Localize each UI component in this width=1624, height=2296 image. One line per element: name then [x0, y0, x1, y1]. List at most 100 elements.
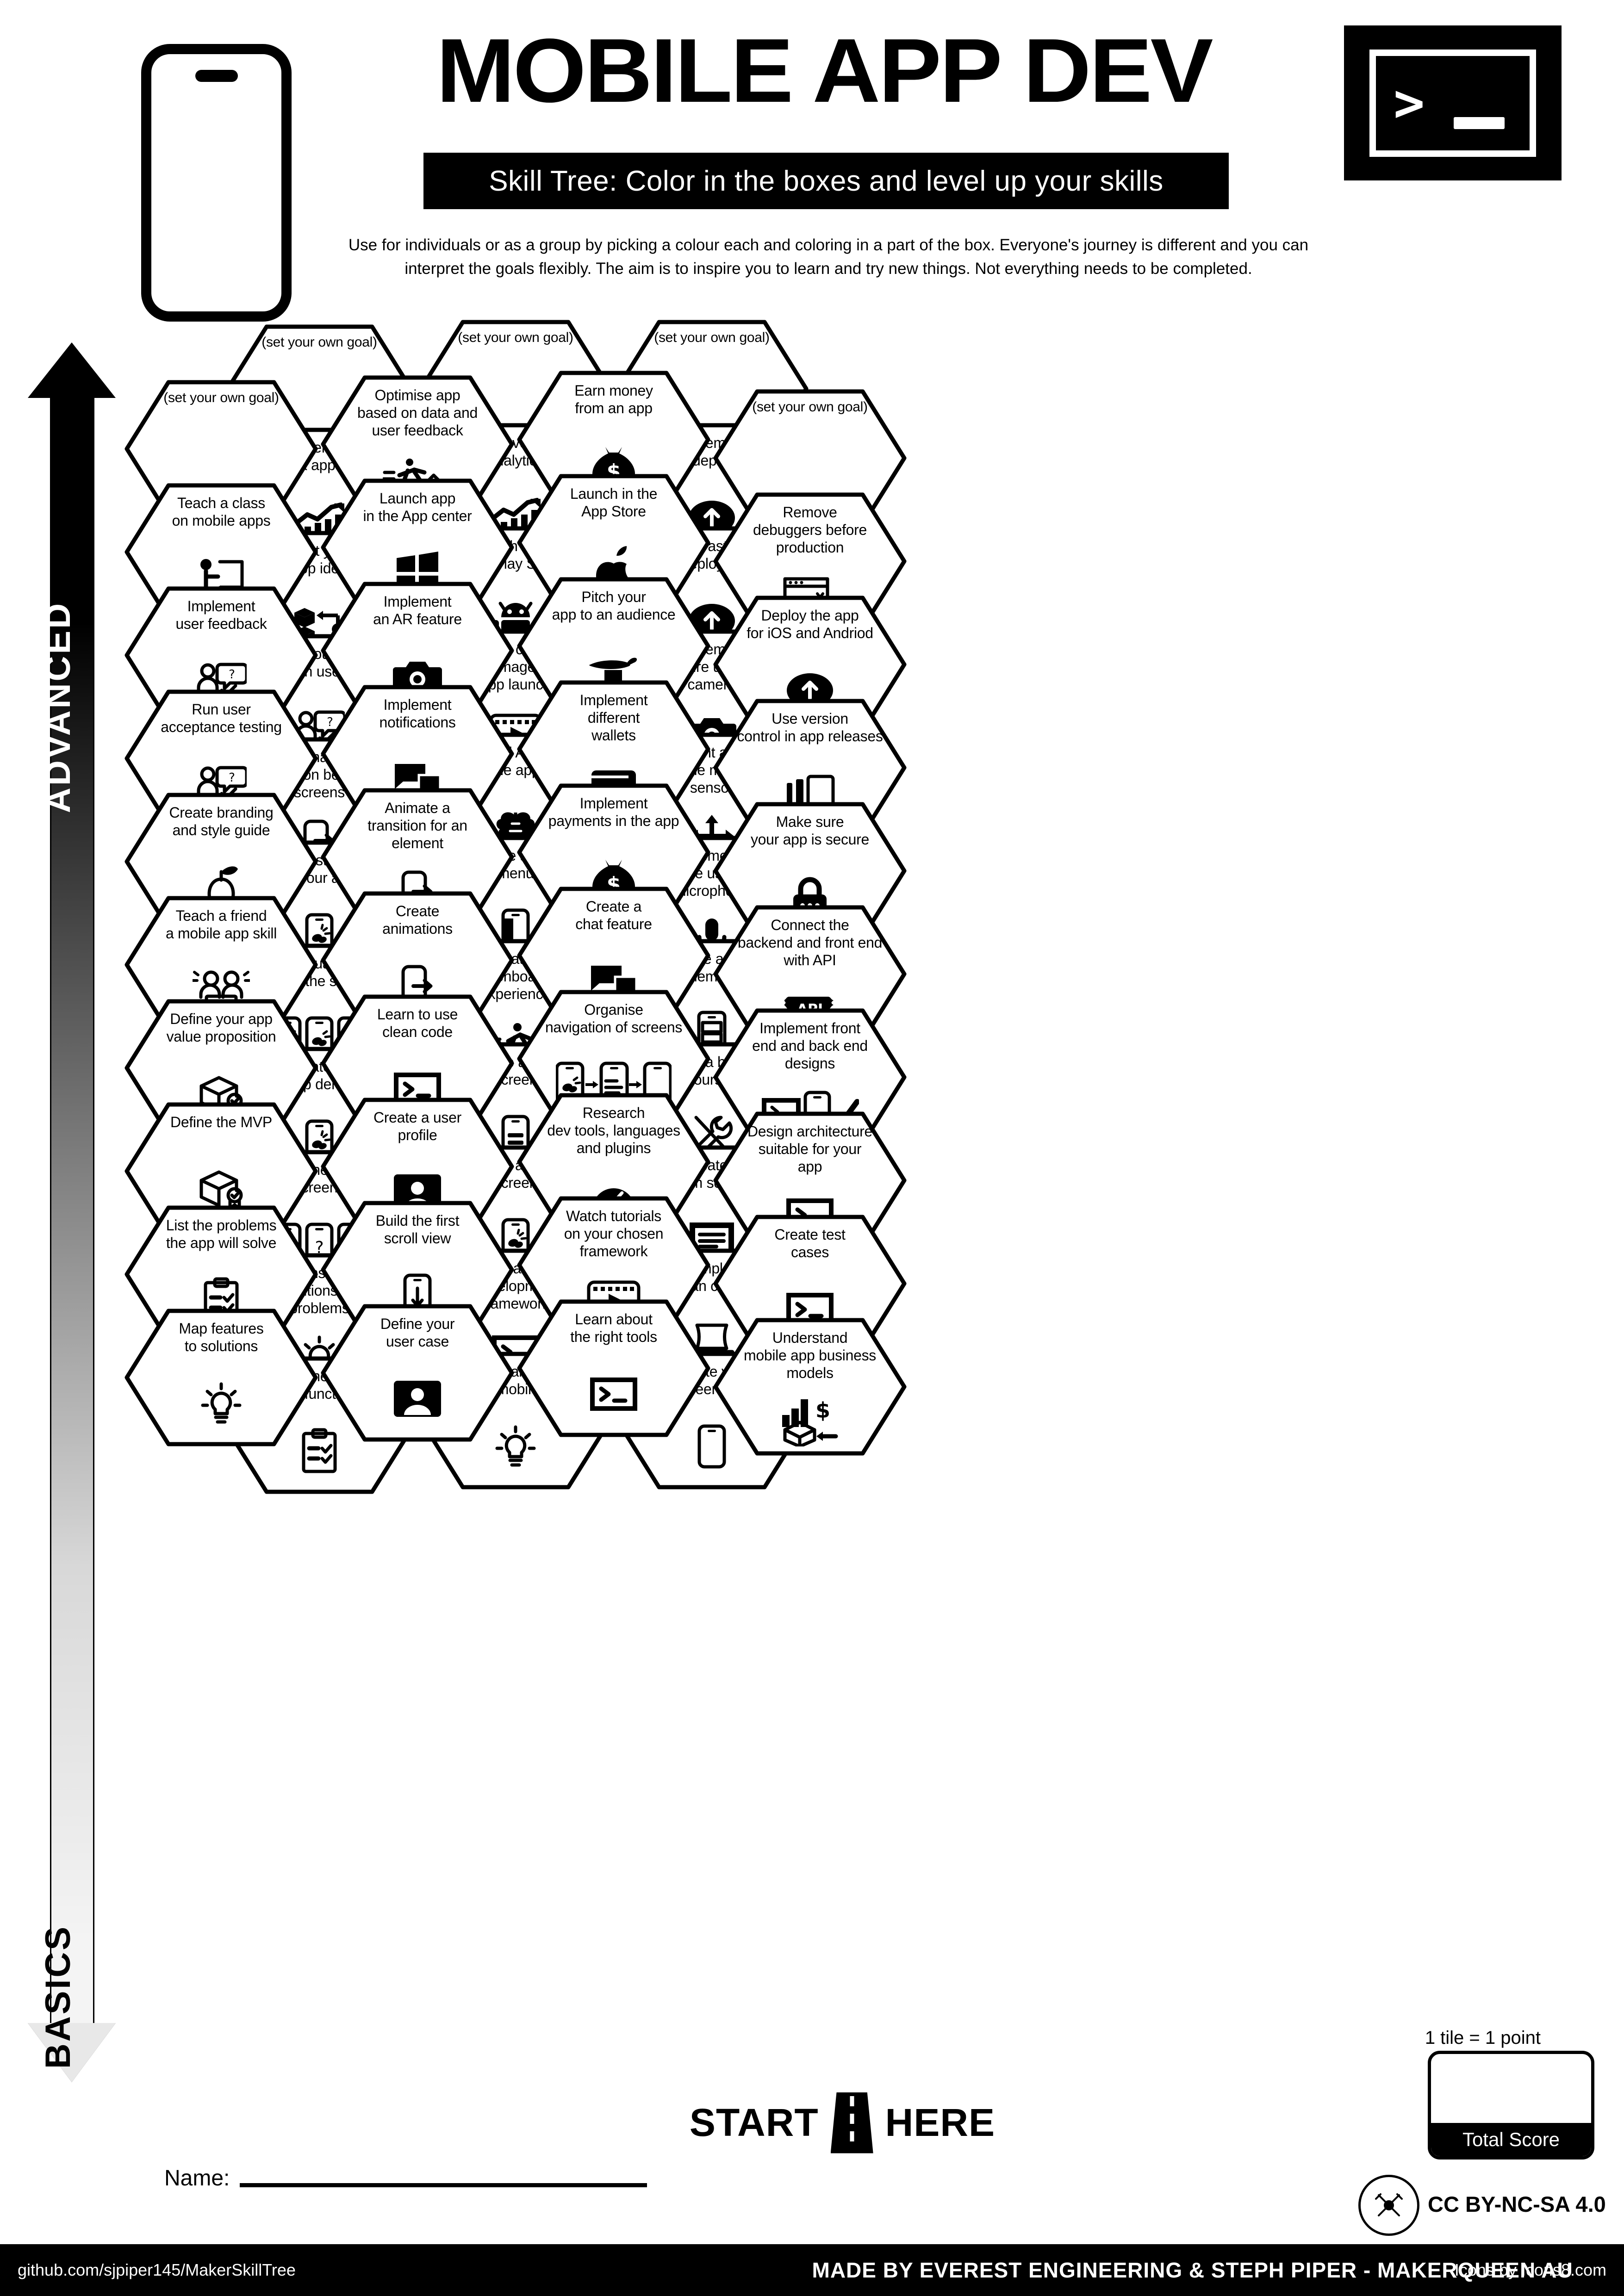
skill-tile-content: Deploy the app for iOS and Andriod: [713, 595, 907, 734]
svg-text:$: $: [815, 1398, 830, 1423]
total-score-box[interactable]: Total Score: [1428, 2051, 1594, 2159]
skill-tile[interactable]: Design architecture suitable for your app: [713, 1111, 907, 1250]
skill-tile-label: Understand mobile app business models: [743, 1329, 877, 1381]
skill-tile-label: Animate a transition for an element: [367, 800, 467, 851]
maker-badge-icon: [1358, 2175, 1419, 2236]
skill-tile[interactable]: Implement notifications: [320, 684, 515, 823]
name-label: Name:: [164, 2166, 230, 2191]
skill-tile[interactable]: Learn to use clean code: [320, 994, 515, 1133]
skill-tile-label: Define your app value proposition: [166, 1011, 276, 1045]
footer-icons-credit[interactable]: Icons by Icons8.com: [1454, 2260, 1606, 2279]
axis-shaft: [50, 394, 94, 2023]
skill-tile[interactable]: Make sure your app is secure: [713, 801, 907, 940]
skill-tile[interactable]: Build the first scroll view: [320, 1200, 515, 1339]
skill-tile-label: Launch in the App Store: [570, 485, 658, 520]
user-feedback-icon: ?: [241, 685, 398, 773]
skill-tile[interactable]: (set your own goal): [124, 379, 318, 518]
skill-tile[interactable]: Optimise app based on data and user feedba…: [320, 375, 515, 514]
skill-tile-label: Implement notifications: [379, 696, 456, 731]
skill-tile-content: Create branding and style guide: [124, 792, 318, 931]
skill-tile-label: Create animations: [382, 903, 453, 937]
skill-tile-label: Remove debuggers before production: [753, 504, 867, 556]
skill-tile[interactable]: Remove debuggers before production: [713, 492, 907, 631]
skill-tile-content: Use version control in app releases: [713, 698, 907, 837]
terminal-prompt-glyph: >: [1394, 73, 1425, 133]
chat-icon: [339, 736, 496, 824]
skill-tile-label: Connect the backend and front end with API: [737, 917, 883, 968]
skill-tile[interactable]: Research dev tools, languages and plugins: [516, 1092, 711, 1231]
skill-tile[interactable]: Organise navigation of screens: [516, 989, 711, 1128]
road-icon: [830, 2092, 873, 2153]
skill-tile-label: Deploy the app for iOS and Andriod: [747, 607, 873, 641]
skill-tile-label: (set your own goal): [261, 335, 377, 350]
skill-tile-content: (set your own goal): [713, 389, 907, 527]
skill-tile[interactable]: Understand mobile app business models $: [713, 1317, 907, 1456]
skill-tile-content: (set your own goal): [418, 319, 613, 458]
skill-tile-content: (set your own goal): [124, 379, 318, 518]
skill-tile-label: Run user acceptance testing: [161, 701, 282, 735]
skill-tile-content: List the problems the app will solve: [124, 1205, 318, 1344]
lightbulb-icon: [143, 1360, 300, 1447]
upload-circle-icon: [633, 474, 790, 562]
skill-tile-label: (set your own goal): [654, 330, 770, 345]
skill-tile[interactable]: Earn money from an app $: [516, 370, 711, 509]
svg-text:?: ?: [229, 668, 235, 682]
total-score-label: Total Score: [1431, 2123, 1591, 2156]
skill-tile-label: Research dev tools, languages and plugins: [547, 1105, 680, 1156]
footer-github-link[interactable]: github.com/sjpiper145/MakerSkillTree: [18, 2260, 296, 2279]
skill-tile-label: Implement payments in the app: [548, 795, 679, 829]
skill-tile[interactable]: Teach a friend a mobile app skill: [124, 895, 318, 1034]
skill-tile[interactable]: Use version control in app releases: [713, 698, 907, 837]
skill-tile-label: Learn about the right tools: [570, 1311, 657, 1345]
skill-tile-label: Earn money from an app: [574, 382, 653, 416]
terminal-underscore-glyph: [1454, 117, 1505, 129]
chat-icon: [535, 938, 692, 1025]
axis-arrow-up-icon: [28, 342, 116, 398]
skill-tile-label: Learn to use clean code: [377, 1006, 458, 1040]
terminal-icon: [535, 1351, 692, 1438]
skill-tile-label: Build the first scroll view: [375, 1212, 460, 1247]
skill-tile[interactable]: Define your app value proposition: [124, 999, 318, 1137]
tile-point-note: 1 tile = 1 point: [1425, 2028, 1541, 2048]
skill-tile-label: Launch app in the App center: [363, 490, 472, 524]
skill-tile[interactable]: Connect the backend and front end with API…: [713, 905, 907, 1043]
skill-tile-content: Define your app value proposition: [124, 999, 318, 1137]
skill-tile-label: Watch tutorials on your chosen framework: [564, 1208, 664, 1260]
footer-credit: MADE BY EVEREST ENGINEERING & STEPH PIPE…: [812, 2258, 1573, 2282]
svg-text:?: ?: [327, 715, 333, 729]
skill-tile[interactable]: Map features to solutions: [124, 1308, 318, 1447]
svg-text:?: ?: [315, 1238, 324, 1257]
skill-tile-content: Implement user feedback?: [124, 586, 318, 725]
skill-tile[interactable]: Learn about the right tools: [516, 1299, 711, 1438]
skill-tile-content: (set your own goal): [222, 324, 417, 463]
skill-tile-content: (set your own goal): [615, 319, 809, 458]
skill-tile[interactable]: Animate a transition for an element: [320, 788, 515, 926]
skill-tile-content: Map features to solutions: [124, 1308, 318, 1447]
skill-tile-label: (set your own goal): [163, 390, 279, 405]
name-field-row[interactable]: Name:: [164, 2166, 647, 2191]
skill-tile-content: Pitch your app to an audience: [516, 577, 711, 715]
skill-tile[interactable]: Deploy the app for iOS and Andriod: [713, 595, 907, 734]
license-text: CC BY-NC-SA 4.0: [1428, 2192, 1606, 2216]
skill-tile-label: Create branding and style guide: [169, 804, 274, 838]
clipboard-check-icon: [241, 1408, 398, 1495]
terminal-logo-icon: >: [1344, 25, 1562, 180]
difficulty-axis: ADVANCED BASICS: [28, 342, 116, 2082]
skill-tile-label: Create test cases: [774, 1226, 846, 1260]
skill-tile[interactable]: Define your user case: [320, 1303, 515, 1442]
start-here-marker: START HERE: [662, 2091, 1023, 2154]
skill-tile-label: Organise navigation of screens: [545, 1001, 683, 1036]
skill-tile-label: Implement an AR feature: [373, 593, 462, 627]
poster-header: MOBILE APP DEV Skill Tree: Color in the …: [0, 0, 1624, 324]
skill-tile-label: Define your user case: [380, 1316, 455, 1350]
skill-tile-content: Learn to use clean code: [320, 994, 515, 1133]
user-card-icon: [339, 1355, 496, 1443]
name-input-line[interactable]: [240, 2183, 647, 2187]
upload-circle-icon: [731, 647, 889, 734]
subtitle-text: Skill Tree: Color in the boxes and level…: [489, 165, 1164, 197]
skill-tile-label: Optimise app based on data and user feedba…: [357, 387, 478, 439]
skill-tile[interactable]: Implement an AR feature: [320, 581, 515, 720]
skill-tile-label: Implement front end and back end designs: [752, 1020, 868, 1072]
skill-tile-label: Implement user feedback: [175, 598, 267, 632]
